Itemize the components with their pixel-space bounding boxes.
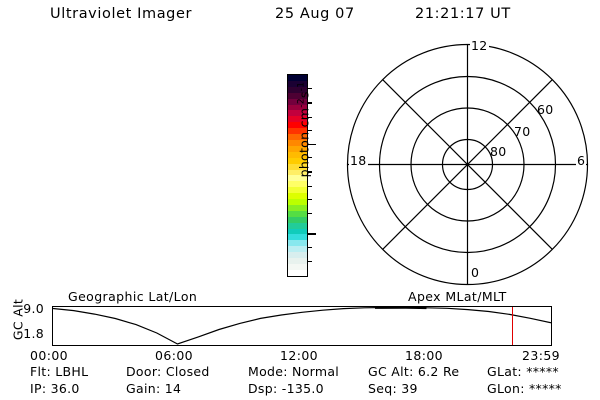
colorbar-minor-tick-0: [308, 88, 312, 90]
colorbar-minor-tick-9: [308, 246, 312, 248]
colorbar-band-23: [288, 210, 307, 217]
status-ip: IP: 36.0: [30, 381, 80, 396]
colorbar-tickmarks: [308, 74, 316, 277]
mlt-label-12: 12: [470, 38, 489, 53]
mlt-label-18: 18: [349, 153, 368, 168]
status-door: Door: Closed: [126, 364, 210, 379]
colorbar-band-10: [288, 134, 307, 140]
status-dsp: Dsp: -135.0: [248, 381, 324, 396]
strip-xtick-4: 23:59: [522, 348, 561, 363]
colorbar-band-17: [288, 175, 307, 182]
status-glat: GLat: *****: [487, 364, 559, 379]
colorbar-minor-tick-5: [308, 171, 312, 173]
colorbar-axis-title: photon cm-2s-1: [296, 81, 312, 178]
colorbar-band-30: [288, 252, 307, 259]
colorbar-minor-tick-2: [308, 116, 312, 118]
colorbar-band-7: [288, 116, 307, 123]
status-glon: GLon: *****: [487, 381, 562, 396]
colorbar-band-4: [288, 98, 307, 105]
colorbar-band-18: [288, 181, 307, 188]
colorbar-band-20: [288, 193, 307, 200]
colorbar-band-1: [288, 80, 307, 87]
colorbar-band-12: [288, 145, 307, 152]
strip-xtick-1: 06:00: [155, 348, 194, 363]
status-mode: Mode: Normal: [248, 364, 340, 379]
colorbar-band-15: [288, 163, 307, 170]
status-seq: Seq: 39: [368, 381, 418, 396]
colorbar-band-26: [288, 228, 307, 235]
colorbar-band-8: [288, 122, 307, 129]
colorbar-band-3: [288, 92, 307, 99]
strip-plot-curve-svg: [53, 307, 551, 345]
colorbar-band-32: [288, 264, 307, 270]
observation-time: 21:21:17 UT: [415, 6, 511, 22]
status-bar: Flt: LBHL IP: 36.0 Door: Closed Gain: 14…: [0, 364, 600, 400]
instrument-title: Ultraviolet Imager: [50, 6, 193, 22]
mlt-label-0: 0: [470, 265, 481, 280]
colorbar-band-33: [288, 269, 307, 276]
current-time-marker: [512, 307, 514, 345]
colorbar-band-24: [288, 216, 307, 223]
polar-axis-diag-b: [382, 79, 553, 250]
colorbar-band-11: [288, 139, 307, 146]
colorbar-minor-tick-8: [308, 213, 312, 215]
orbit-track-strip-plot: Geographic Lat/Lon Apex MLat/MLT GC Alt …: [0, 289, 600, 363]
colorbar-major-tick-1: [308, 233, 316, 235]
colorbar-band-31: [288, 258, 307, 264]
colorbar-band-5: [288, 104, 307, 111]
strip-xtick-2: 12:00: [280, 348, 319, 363]
strip-title-left: Geographic Lat/Lon: [68, 289, 198, 304]
colorbar-major-tick-0: [308, 144, 316, 146]
colorbar-minor-tick-7: [308, 198, 312, 201]
header-bar: Ultraviolet Imager 25 Aug 07 21:21:17 UT: [0, 6, 600, 30]
colorbar-band-22: [288, 204, 307, 211]
intensity-colorbar: photon cm-2s-1 10010: [287, 74, 600, 277]
strip-xtick-0: 00:00: [30, 348, 69, 363]
status-gain: Gain: 14: [126, 381, 182, 396]
colorbar-band-29: [288, 246, 307, 253]
latitude-label-80: 80: [490, 144, 507, 159]
status-filter: Flt: LBHL: [30, 364, 89, 379]
colorbar-minor-tick-3: [308, 129, 312, 131]
colorbar-band-19: [288, 187, 307, 194]
colorbar-band-25: [288, 222, 307, 229]
latitude-label-60: 60: [537, 102, 554, 117]
colorbar-minor-tick-4: [308, 157, 312, 159]
strip-ytick-high: 9.0: [23, 301, 44, 316]
strip-xtick-3: 18:00: [405, 348, 444, 363]
colorbar-band-21: [288, 199, 307, 205]
polar-grid-svg: [346, 43, 589, 286]
status-gc-alt: GC Alt: 6.2 Re: [368, 364, 460, 379]
latitude-label-70: 70: [514, 124, 531, 139]
colorbar-band-9: [288, 128, 307, 135]
colorbar-band-6: [288, 110, 307, 117]
colorbar-band-2: [288, 86, 307, 93]
colorbar-band-16: [288, 169, 307, 176]
colorbar-band-28: [288, 240, 307, 247]
colorbar-band-13: [288, 151, 307, 158]
observation-date: 25 Aug 07: [275, 6, 355, 22]
colorbar-band-27: [288, 234, 307, 241]
gc-alt-curve: [53, 307, 551, 345]
polar-aurora-plot: 12 6 0 18 60 70 80: [345, 38, 590, 287]
colorbar-gradient: [287, 74, 308, 277]
colorbar-band-14: [288, 157, 307, 164]
colorbar-minor-tick-1: [308, 102, 312, 104]
colorbar-minor-tick-6: [308, 185, 312, 187]
strip-ytick-low: 1.8: [23, 326, 44, 341]
strip-title-right: Apex MLat/MLT: [408, 289, 507, 304]
colorbar-band-0: [288, 75, 307, 81]
strip-plot-frame: [52, 306, 552, 346]
colorbar-minor-tick-10: [308, 260, 312, 262]
mlt-label-6: 6: [576, 153, 587, 168]
